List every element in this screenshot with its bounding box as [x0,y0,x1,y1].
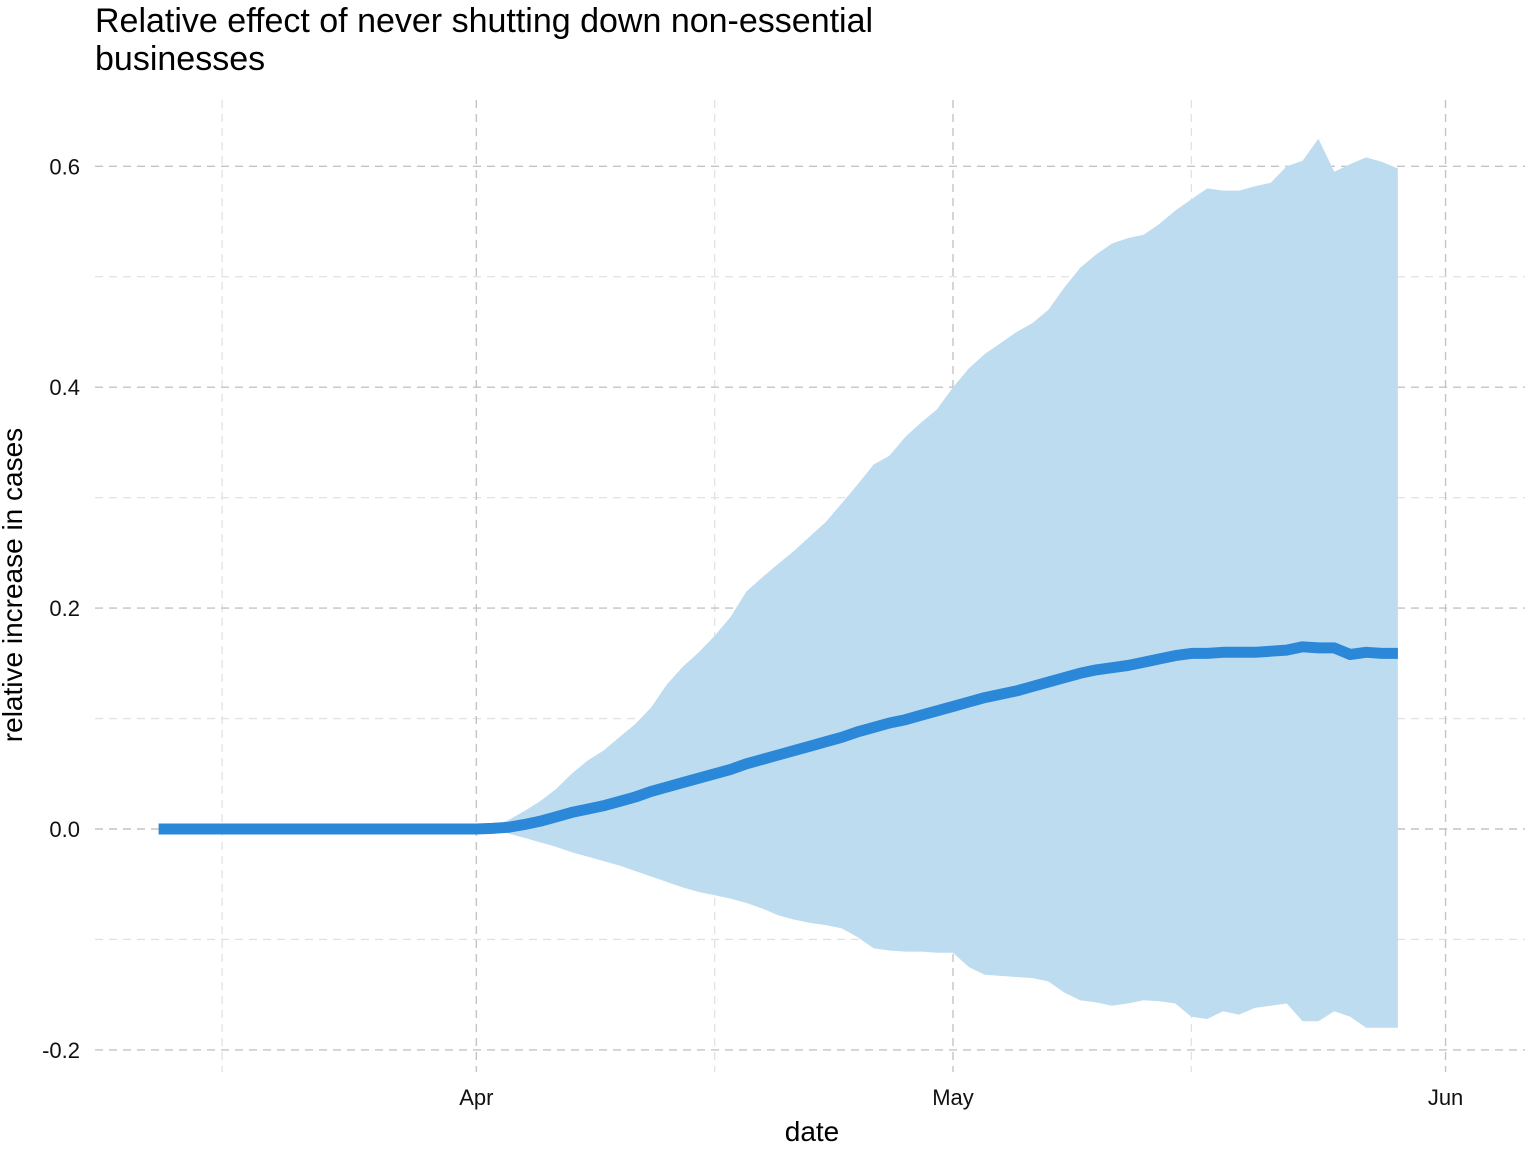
x-tick-label: Apr [459,1085,493,1110]
y-tick-label: 0.0 [49,817,80,842]
x-axis-title: date [785,1116,840,1147]
y-tick-label: -0.2 [42,1038,80,1063]
y-axis-title: relative increase in cases [0,428,28,742]
chart-title-line-2: businesses [95,40,266,78]
confidence-band-layer [158,138,1398,1028]
chart-title: Relative effect of never shutting down n… [95,2,1095,78]
confidence-band [158,138,1398,1028]
x-tick-labels: Apr May Jun [459,1085,1463,1110]
x-tick-label: Jun [1428,1085,1463,1110]
y-tick-label: 0.6 [49,154,80,179]
mean-line [158,641,1398,835]
x-tick-label: May [932,1085,974,1110]
chart-title-line-1: Relative effect of never shutting down n… [95,2,874,40]
y-tick-labels: -0.2 0.0 0.2 0.4 0.6 [42,154,80,1063]
y-tick-label: 0.4 [49,375,80,400]
y-tick-label: 0.2 [49,596,80,621]
mean-line-layer [158,641,1398,835]
